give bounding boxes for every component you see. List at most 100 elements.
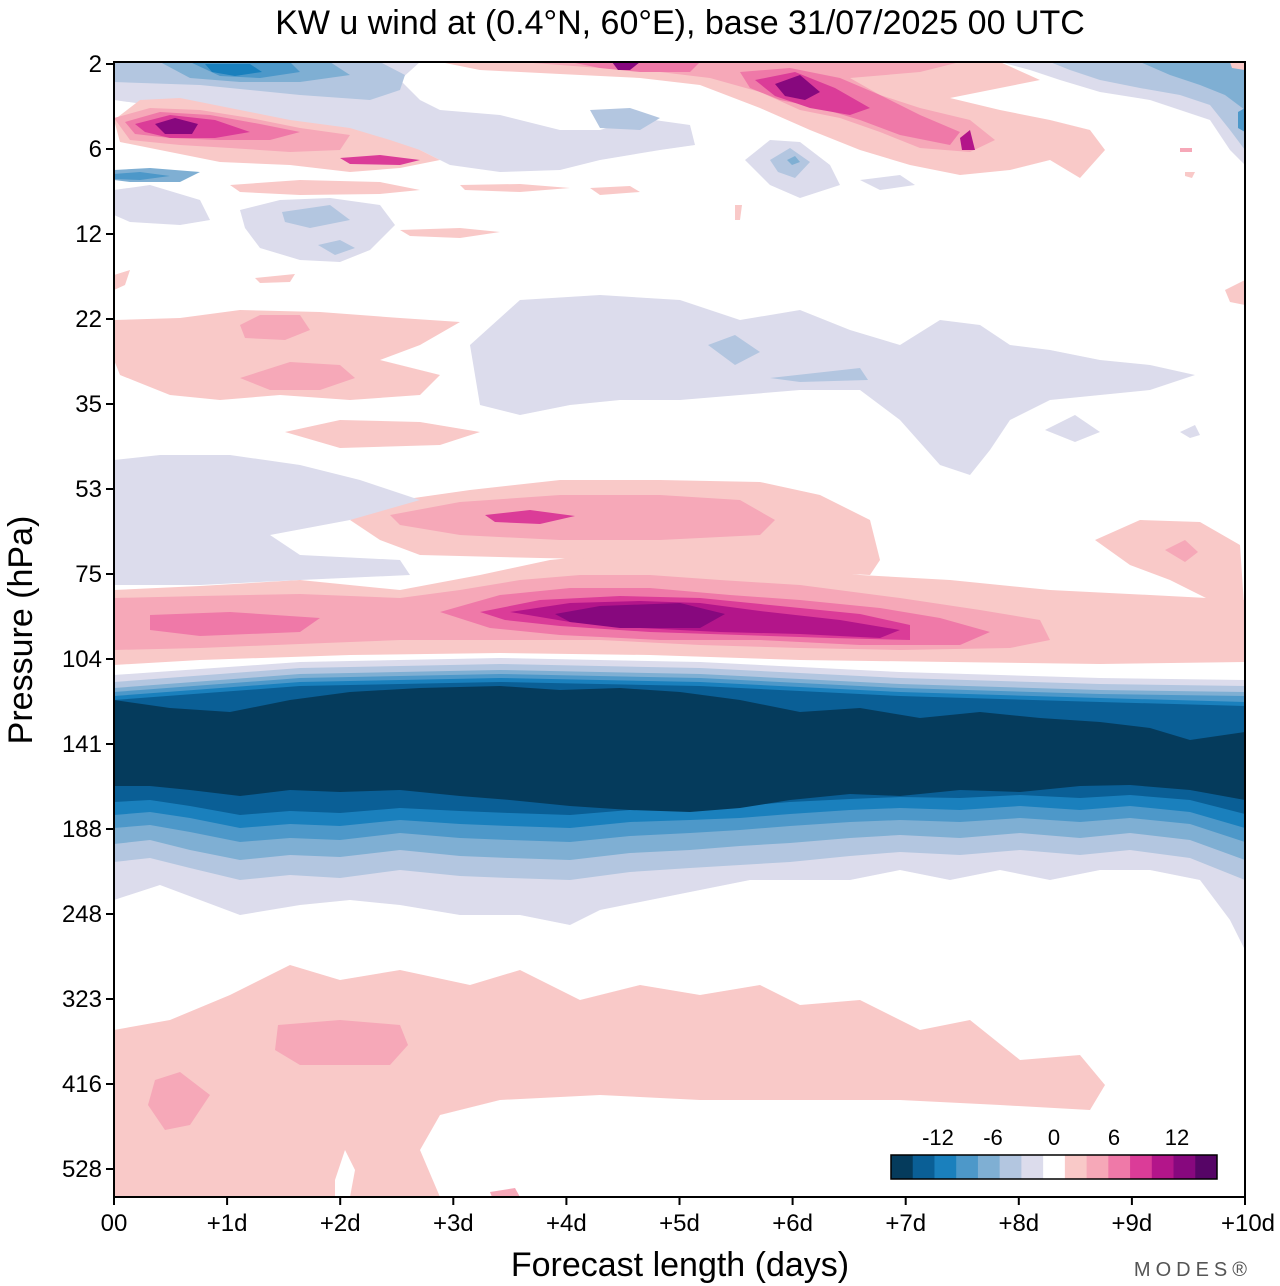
y-tick-label: 53: [75, 476, 102, 503]
colorbar-swatch: [1195, 1155, 1218, 1179]
contour-strat-west-small4: [1225, 280, 1245, 305]
y-axis-label: Pressure (hPa): [2, 516, 40, 745]
contour-upper-trop-westerly-core: [275, 1020, 408, 1065]
contour-westerly-25-core1: [240, 315, 310, 340]
contour-westerly-90-core: [555, 603, 725, 628]
contour-top-east-core: [205, 64, 262, 76]
colorbar-swatch: [1064, 1155, 1088, 1179]
contour-top-east-right-dot: [1238, 108, 1245, 132]
x-tick-label: +7d: [885, 1210, 926, 1237]
contour-top-east-small: [860, 175, 915, 190]
colorbar-swatch: [1086, 1155, 1109, 1179]
brand-logo: MODES®: [1134, 1259, 1252, 1281]
contour-top-east-right-l3: [1140, 62, 1245, 110]
y-tick-label: 2: [89, 51, 102, 78]
colorbar-tick-label: 12: [1165, 1125, 1189, 1150]
y-tick-label: 75: [75, 561, 102, 588]
y-tick-label: 6: [89, 136, 102, 163]
contour-westerly-40: [285, 420, 480, 448]
colorbar-swatch: [1130, 1155, 1153, 1179]
contour-field: [114, 62, 1245, 1197]
colorbar-tick-label: 0: [1048, 1125, 1060, 1150]
y-tick-label: 35: [75, 391, 102, 418]
colorbar-tick-label: 6: [1108, 1125, 1120, 1150]
colorbar-swatch: [1108, 1155, 1131, 1179]
contour-top-west-center-l6: [612, 62, 640, 70]
contour-top-west-left-core: [155, 118, 198, 134]
contour-westerly-25-outer: [114, 310, 460, 400]
colorbar-tick-label: -12: [922, 1125, 954, 1150]
colorbar-frame: [890, 1154, 1218, 1180]
x-axis: 00 +1d +2d +3d +4d +5d +6d +7d +8d +9d +10d: [101, 1197, 1275, 1237]
contour-westerly-right: [1095, 520, 1245, 620]
contour-westerly-25-core2: [240, 362, 355, 390]
contour-westerly-right-core: [1165, 540, 1198, 562]
y-tick-label: 416: [62, 1071, 102, 1098]
x-tick-label: +10d: [1221, 1210, 1275, 1237]
y-tick-label: 22: [75, 306, 102, 333]
y-tick-label: 12: [75, 221, 102, 248]
contour-bottom-west-dot: [490, 1188, 520, 1197]
colorbar-swatch: [1173, 1155, 1196, 1179]
colorbar-swatch: [1021, 1155, 1044, 1179]
colorbar-swatch: [891, 1155, 914, 1179]
contour-top-west-center-l5: [775, 75, 820, 100]
y-axis: 2 6 12 22 35 53 75 104 141 188 248 323 416 528: [62, 51, 114, 1183]
colorbar-swatch: [999, 1155, 1022, 1179]
x-tick-label: +1d: [207, 1210, 248, 1237]
colorbar-swatch: [912, 1155, 935, 1179]
chart-title: KW u wind at (0.4°N, 60°E), base 31/07/2…: [275, 4, 1085, 42]
contour-top-east-center: [590, 108, 660, 130]
contour-top-west-dot3: [1185, 172, 1195, 178]
contour-top-west-dot: [735, 205, 742, 220]
contour-top-west-right-edge: [1230, 62, 1245, 70]
contour-westerly-55-core: [485, 510, 575, 524]
x-tick-label: +4d: [546, 1210, 587, 1237]
contour-strat-east-2: [240, 198, 395, 262]
contour-upper-trop-westerly-core2: [148, 1072, 210, 1130]
contour-easterly-weak-small2: [1180, 425, 1200, 438]
contour-easterly-weak-mid: [470, 295, 1195, 475]
contour-strat-west-small1: [400, 228, 500, 238]
x-tick-label: +3d: [433, 1210, 474, 1237]
contour-top-west-thin3: [590, 186, 640, 195]
contour-top-east-center2-dot: [787, 156, 800, 165]
contour-top-west-left-tail: [340, 155, 420, 165]
colorbar-swatch: [956, 1155, 979, 1179]
contour-easterly-weak-left: [114, 455, 420, 585]
y-tick-label: 188: [62, 816, 102, 843]
contour-westerly-55-l2: [390, 495, 775, 540]
x-axis-label: Forecast length (days): [511, 1246, 849, 1284]
plot-area: [113, 61, 1246, 1198]
colorbar-swatch: [1151, 1155, 1175, 1179]
contour-top-east-right-l2: [1050, 62, 1245, 150]
x-tick-label: +6d: [772, 1210, 813, 1237]
y-tick-label: 323: [62, 986, 102, 1013]
contour-top-west-center-l3: [570, 62, 700, 72]
colorbar-tick-label: -6: [983, 1125, 1003, 1150]
x-tick-label: +8d: [998, 1210, 1039, 1237]
y-tick-label: 141: [62, 731, 102, 758]
colorbar-swatch: [1043, 1155, 1066, 1179]
contour-easterly-weak-small1: [1045, 415, 1100, 442]
x-tick-label: 00: [101, 1210, 128, 1237]
contour-easterly-core: [114, 686, 1245, 812]
contour-bottom-hole: [335, 1150, 355, 1197]
contour-easterly-weak-core2: [770, 368, 868, 382]
y-tick-label: 104: [62, 646, 102, 673]
y-tick-label: 248: [62, 901, 102, 928]
contour-top-west-dot2: [1180, 148, 1192, 152]
contour-top-west-center-small: [960, 130, 975, 150]
contour-top-west-thin2: [460, 184, 570, 192]
contour-top-west-center-l2: [520, 62, 995, 152]
colorbar-swatch: [934, 1155, 957, 1179]
contour-westerly-90-l3: [150, 612, 320, 636]
contour-strat-east-2-core: [282, 205, 350, 228]
contour-strat-west-small3: [114, 270, 130, 290]
contour-strat-east-1: [114, 185, 210, 225]
contour-easterly-weak-core1: [708, 335, 760, 365]
contour-top-west-thin: [230, 180, 420, 195]
contour-strat-east-2-core2: [318, 240, 355, 255]
x-tick-label: +9d: [1112, 1210, 1153, 1237]
